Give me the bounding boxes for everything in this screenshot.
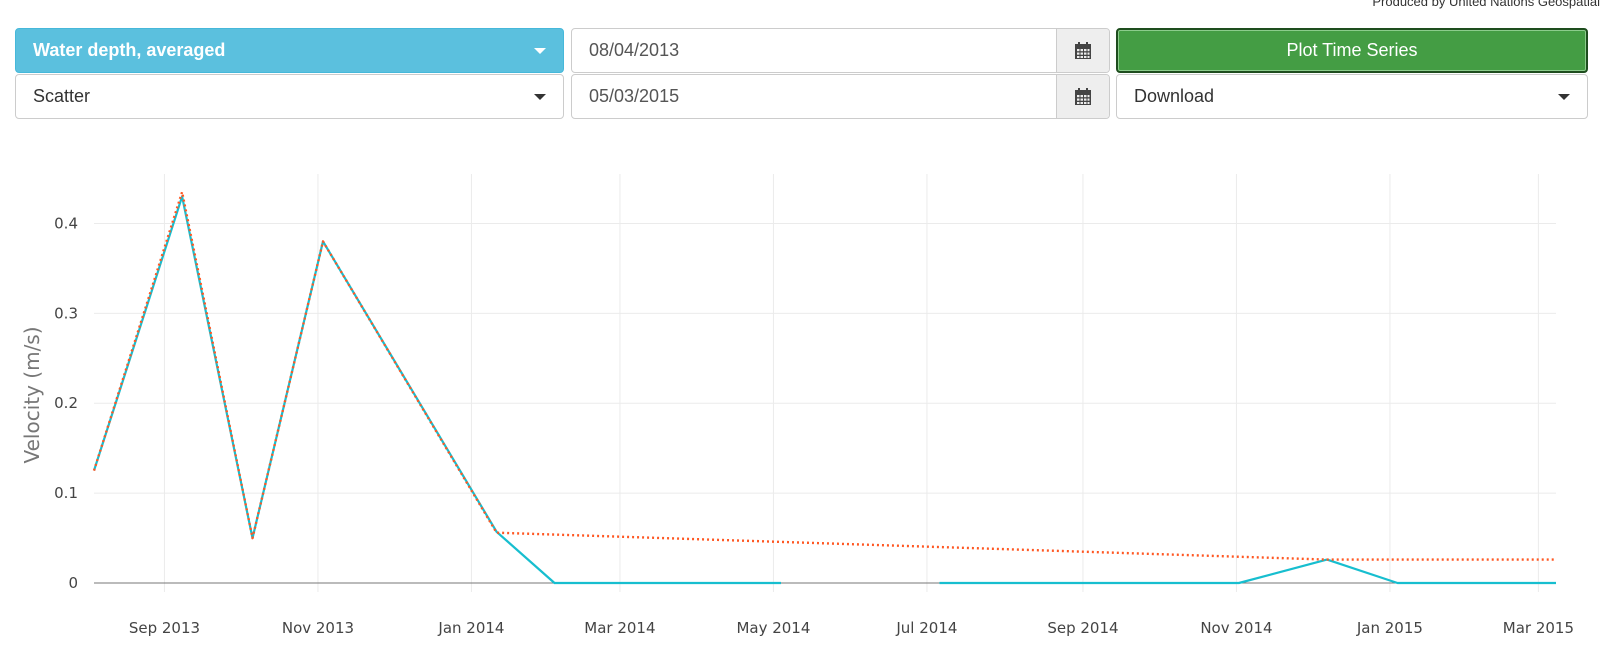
variable-select[interactable]: Water depth, averaged [15,28,564,73]
x-tick-label: Nov 2014 [1200,619,1272,637]
solid-series-line[interactable] [939,558,1557,585]
end-date-value[interactable]: 05/03/2015 [589,86,680,106]
y-tick-label: 0.3 [54,304,78,322]
y-tick-label: 0.1 [54,484,78,502]
caret-down-icon [1558,93,1570,100]
dotted-series-line[interactable] [92,190,1556,561]
calendar-icon[interactable] [1056,75,1109,118]
credit-text: Produced by United Nations Geospatial [1372,0,1600,9]
y-axis: 0 0.1 0.2 0.3 0.4 [54,214,78,592]
x-tick-label: Jan 2014 [437,619,504,637]
plot-type-label: Scatter [33,86,91,106]
velocity-chart[interactable]: Sep 2013 Nov 2013 Jan 2014 Mar 2014 May 2014… [0,150,1600,670]
start-date-value[interactable]: 08/04/2013 [589,40,680,60]
x-tick-label: Jan 2015 [1356,619,1423,637]
caret-down-icon [534,93,546,100]
y-tick-label: 0.4 [54,214,78,232]
chart-series [92,190,1557,585]
x-tick-label: May 2014 [736,619,810,637]
x-tick-label: Jul 2014 [895,619,957,637]
x-tick-label: Mar 2015 [1503,619,1574,637]
y-axis-label: Velocity (m/s) [20,326,44,463]
download-select[interactable]: Download [1116,74,1588,119]
chart-grid [94,174,1556,592]
end-date-field[interactable]: 05/03/2015 [571,74,1110,119]
x-tick-label: Nov 2013 [282,619,354,637]
caret-down-icon [534,47,546,54]
plot-type-select[interactable]: Scatter [15,74,564,119]
y-tick-label: 0.2 [54,394,78,412]
plot-time-series-button[interactable]: Plot Time Series [1116,28,1588,73]
solid-series-line[interactable] [92,195,781,585]
x-tick-label: Mar 2014 [584,619,655,637]
x-tick-label: Sep 2013 [129,619,200,637]
calendar-icon[interactable] [1056,29,1109,72]
variable-select-label: Water depth, averaged [33,40,226,60]
y-tick-label: 0 [68,574,78,592]
x-axis: Sep 2013 Nov 2013 Jan 2014 Mar 2014 May 2014… [129,619,1574,637]
x-tick-label: Sep 2014 [1047,619,1118,637]
download-label: Download [1134,86,1215,106]
start-date-field[interactable]: 08/04/2013 [571,28,1110,73]
